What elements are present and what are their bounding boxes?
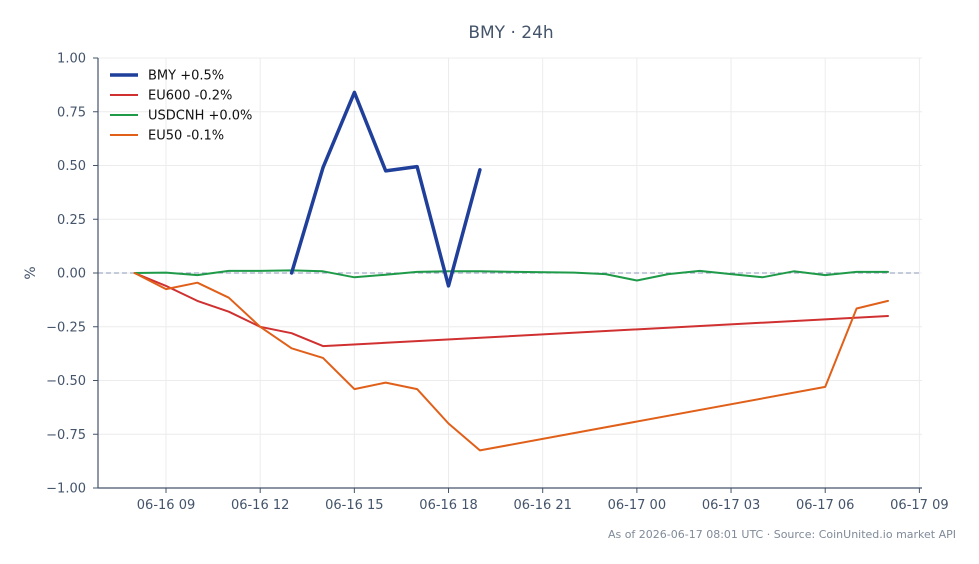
y-tick-label: −1.00	[46, 482, 86, 497]
x-tick-label: 06-17 06	[796, 498, 854, 513]
legend-label: BMY +0.5%	[148, 69, 224, 84]
series-line-0	[289, 90, 482, 288]
series-lines	[133, 90, 889, 452]
y-tick-label: 0.50	[57, 159, 86, 174]
y-tick-label: 0.75	[57, 105, 86, 120]
x-tick-label: 06-16 15	[325, 498, 383, 513]
series-line-2	[133, 269, 889, 282]
legend-label: EU600 -0.2%	[148, 89, 232, 104]
legend: BMY +0.5% EU600 -0.2% USDCNH +0.0% EU50 -0.…	[110, 69, 252, 144]
footer-source-note: As of 2026-06-17 08:01 UTC · Source: Coi…	[608, 528, 956, 541]
x-tick-label: 06-17 00	[608, 498, 666, 513]
x-tick-label: 06-16 21	[513, 498, 571, 513]
x-tick-label: 06-17 03	[702, 498, 760, 513]
y-tick-label: 0.00	[57, 267, 86, 282]
series-line-3	[133, 272, 889, 452]
legend-label: USDCNH +0.0%	[148, 109, 252, 124]
x-tick-label: 06-16 12	[231, 498, 289, 513]
y-tick-label: −0.25	[46, 320, 86, 335]
x-tick-label: 06-17 09	[890, 498, 948, 513]
x-tick-label: 06-16 09	[137, 498, 195, 513]
y-axis-label: %	[23, 266, 39, 279]
x-tick-label: 06-16 18	[419, 498, 477, 513]
x-axis-ticks: 06-16 09 06-16 12 06-16 15 06-16 18 06-16 21…	[137, 488, 949, 513]
y-tick-label: −0.50	[46, 374, 86, 389]
legend-label: EU50 -0.1%	[148, 129, 224, 144]
y-axis-ticks: −1.00 −0.75 −0.50 −0.25 0.00 0.25 0.50 0.75 1.00	[46, 52, 98, 497]
y-tick-label: −0.75	[46, 428, 86, 443]
chart-title: BMY · 24h	[468, 23, 553, 43]
series-line-1	[133, 272, 889, 348]
y-tick-label: 1.00	[57, 52, 86, 67]
y-tick-label: 0.25	[57, 213, 86, 228]
